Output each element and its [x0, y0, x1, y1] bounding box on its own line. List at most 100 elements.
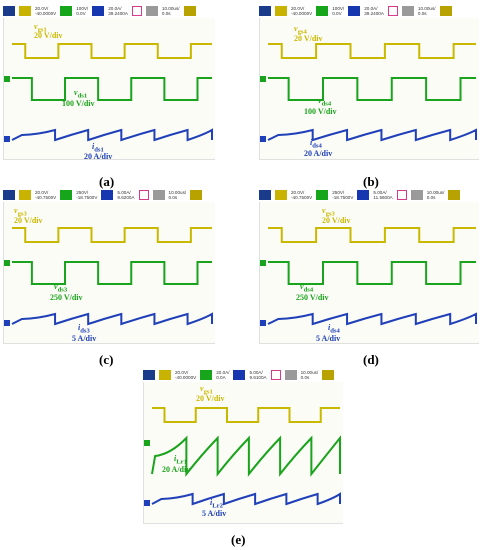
scope-screen: vgs4 20 V/div vds4 100 V/div ids4 20 A/d… — [259, 18, 479, 160]
channel-3-swatch — [101, 189, 114, 200]
trigger-icon — [439, 5, 452, 16]
channel-1-swatch — [159, 369, 171, 380]
vgs-scale-label: 20 V/div — [14, 216, 43, 225]
ids-scale-label: 5 A/div — [72, 334, 97, 343]
ids-label: ids1 — [92, 142, 104, 154]
channel-2-swatch — [60, 5, 73, 16]
scope-header: 20.0V/-40.7500V 250V/-18.7500V 5.00A/11.… — [259, 188, 479, 201]
channel-2-readout: 250V/-18.7500V — [332, 189, 354, 200]
vds-label: vds3 — [54, 282, 68, 294]
vgs-label: vgs4 — [294, 24, 307, 36]
scope-header: 20.0V/-40.0000V 100V/0.0V 20.0A/39.2400A… — [3, 4, 215, 17]
timebase-icon — [152, 189, 165, 200]
channel-2-swatch — [316, 5, 329, 16]
vgs-scale-label: 20 V/div — [196, 394, 225, 403]
caption-d: (d) — [363, 352, 379, 367]
timebase-readout: 10.00us/0.0s — [417, 5, 436, 16]
vds-label: vds1 — [74, 88, 88, 100]
vgs-scale-label: 20 V/div — [34, 31, 63, 40]
trigger-icon — [190, 189, 203, 200]
channel-1-swatch — [19, 189, 31, 200]
channel-3-readout: 5.00A/9.6100A — [249, 369, 267, 380]
waveform-plot — [260, 227, 477, 326]
marker-icon — [270, 369, 281, 380]
ids-label: ids4 — [328, 323, 340, 335]
timebase-icon — [410, 189, 423, 200]
ids-scale-label: 20 A/div — [304, 149, 333, 158]
caption-c: (c) — [99, 352, 114, 367]
channel-2-readout: 100V/0.0V — [332, 5, 345, 16]
vgs-label: vgs1 — [200, 384, 213, 396]
ids-scale-label: 5 A/div — [316, 334, 341, 343]
timebase-readout: 10.00us/0.0s — [161, 5, 180, 16]
vds-scale-label: 100 V/div — [62, 99, 95, 108]
scope-screen: vgs3 20 V/div vds4 250 V/div ids4 5 A/di… — [259, 202, 479, 344]
vds-label: vds4 — [318, 96, 332, 108]
scope-header: 20.0V/-40.0000V 100V/0.0V 20.0A/39.2400A… — [259, 4, 479, 17]
channel-1-readout: 20.0V/-40.7500V — [291, 189, 313, 200]
vds-label: vds4 — [300, 282, 314, 294]
channel-1-swatch — [275, 189, 287, 200]
channel-3-readout: 5.00A/11.5600A — [373, 189, 393, 200]
channel-3-swatch — [92, 5, 105, 16]
channel-2-readout: 250V/-18.7500V — [76, 189, 98, 200]
waveform-plot — [4, 43, 213, 142]
ilr1-label: iLr1 — [174, 454, 187, 466]
channel-3-readout: 20.0A/39.2400A — [364, 5, 384, 16]
channel-1-swatch — [19, 5, 31, 16]
vgs-scale-label: 20 V/div — [294, 34, 323, 43]
waveform-plot — [260, 43, 477, 142]
caption-e: (e) — [231, 532, 246, 547]
trigger-icon — [183, 5, 196, 16]
ids-label: ids3 — [78, 323, 90, 335]
channel-3-readout: 5.00A/9.6200A — [117, 189, 135, 200]
marker-icon — [396, 189, 407, 200]
waveform-plot — [144, 407, 341, 506]
channel-1-icon — [259, 5, 271, 16]
panel-e: 20.0V/-40.0000V 20.0A/0.0A 5.00A/9.6100A… — [143, 368, 343, 547]
channel-1-icon — [3, 189, 15, 200]
channel-3-swatch — [357, 189, 370, 200]
vds-scale-label: 100 V/div — [304, 107, 337, 116]
channel-1-swatch — [275, 5, 287, 16]
channel-3-readout: 20.0A/39.2400A — [108, 5, 128, 16]
panel-a: 20.0V/-40.0000V 100V/0.0V 20.0A/39.2400A… — [3, 4, 215, 189]
vgs-label: vgs3 — [14, 206, 27, 218]
channel-1-icon — [143, 369, 155, 380]
channel-3-swatch — [348, 5, 361, 16]
channel-2-readout: 100V/0.0V — [76, 5, 89, 16]
channel-1-readout: 20.0V/-40.0000V — [175, 369, 197, 380]
timebase-icon — [284, 369, 297, 380]
panel-d: 20.0V/-40.7500V 250V/-18.7500V 5.00A/11.… — [259, 188, 479, 367]
vgs-scale-label: 20 V/div — [322, 216, 351, 225]
panel-c: 20.0V/-40.7500V 250V/-18.7500V 5.00A/9.6… — [3, 188, 215, 367]
channel-2-swatch — [200, 369, 213, 380]
vgs-label: vgs3 — [322, 206, 335, 218]
scope-header: 20.0V/-40.7500V 250V/-18.7500V 5.00A/9.6… — [3, 188, 215, 201]
timebase-icon — [401, 5, 414, 16]
timebase-readout: 10.00us/0.0s — [300, 369, 319, 380]
vgs-label: vgs1 — [34, 22, 47, 34]
vds-scale-label: 250 V/div — [296, 293, 329, 302]
timebase-readout: 10.00us/0.0s — [168, 189, 187, 200]
scope-header: 20.0V/-40.0000V 20.0A/0.0A 5.00A/9.6100A… — [143, 368, 343, 381]
caption-a: (a) — [99, 174, 115, 189]
scope-screen: vgs3 20 V/div vds3 250 V/div ids3 5 A/di… — [3, 202, 215, 344]
channel-2-readout: 20.0A/0.0A — [216, 369, 230, 380]
ilr1-scale-label: 20 A/div — [162, 465, 191, 474]
timebase-readout: 10.00us/0.0s — [426, 189, 445, 200]
ids-scale-label: 20 A/div — [84, 152, 113, 161]
waveform-plot — [4, 227, 213, 326]
channel-2-swatch — [60, 189, 73, 200]
channel-1-readout: 20.0V/-40.0000V — [291, 5, 313, 16]
timebase-icon — [145, 5, 158, 16]
channel-1-icon — [259, 189, 271, 200]
channel-2-swatch — [316, 189, 329, 200]
marker-icon — [131, 5, 142, 16]
vds-scale-label: 250 V/div — [50, 293, 83, 302]
trigger-icon — [448, 189, 461, 200]
caption-b: (b) — [363, 174, 379, 189]
scope-screen: vgs1 20 V/div vds1 100 V/div ids1 20 A/d… — [3, 18, 215, 161]
ilr2-label: iLr2 — [210, 498, 223, 510]
channel-1-readout: 20.0V/-40.0000V — [35, 5, 57, 16]
